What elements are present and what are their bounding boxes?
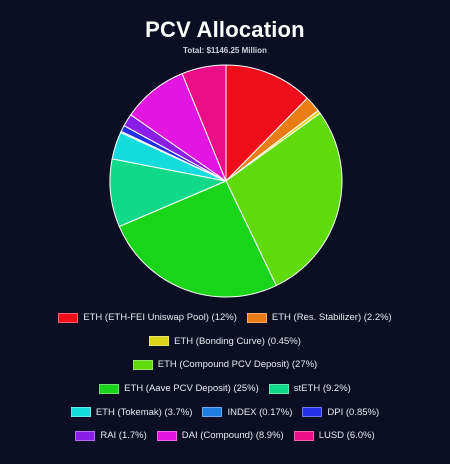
legend-row: ETH (ETH-FEI Uniswap Pool) (12%) ETH (Res… xyxy=(0,306,450,330)
legend-swatch xyxy=(70,407,91,418)
chart-legend: ETH (ETH-FEI Uniswap Pool) (12%) ETH (Res… xyxy=(0,306,450,448)
chart-subtitle: Total: $1146.25 Million xyxy=(183,46,267,55)
legend-label: INDEX (0.17%) xyxy=(227,406,293,418)
legend-swatch xyxy=(246,312,267,323)
legend-swatch xyxy=(75,430,96,441)
legend-label: ETH (Compound PCV Deposit) (27%) xyxy=(157,359,318,371)
legend-label: DPI (0.85%) xyxy=(327,406,380,418)
legend-label: ETH (Tokemak) (3.7%) xyxy=(95,406,193,418)
legend-row: ETH (Bonding Curve) (0.45%) xyxy=(0,330,450,354)
legend-item[interactable]: ETH (ETH-FEI Uniswap Pool) (12%) xyxy=(58,312,237,323)
legend-item[interactable]: RAI (1.7%) xyxy=(75,430,147,442)
legend-item[interactable]: ETH (Bonding Curve) (0.45%) xyxy=(149,336,301,347)
legend-swatch xyxy=(132,359,153,370)
legend-row: ETH (Compound PCV Deposit) (27%) xyxy=(0,353,450,377)
legend-swatch xyxy=(99,383,120,394)
legend-label: ETH (Bonding Curve) (0.45%) xyxy=(174,335,301,347)
chart-title: PCV Allocation xyxy=(145,17,305,42)
legend-swatch xyxy=(149,336,170,347)
legend-item[interactable]: INDEX (0.17%) xyxy=(202,407,292,418)
legend-swatch xyxy=(58,312,79,323)
legend-swatch xyxy=(268,383,289,394)
pie-chart xyxy=(109,64,343,298)
pie-slice-0 xyxy=(225,64,308,183)
pie-slice-11 xyxy=(181,64,227,182)
legend-label: DAI (Compound) (8.9%) xyxy=(181,430,284,442)
legend-row: ETH (Aave PCV Deposit) (25%) stETH (9.2%) xyxy=(0,377,450,401)
legend-label: ETH (Aave PCV Deposit) (25%) xyxy=(124,383,259,395)
pie-slice-3 xyxy=(225,112,343,287)
legend-label: RAI (1.7%) xyxy=(100,430,147,442)
legend-swatch xyxy=(302,407,323,418)
legend-item[interactable]: ETH (Compound PCV Deposit) (27%) xyxy=(132,359,318,371)
legend-swatch xyxy=(293,430,314,441)
legend-item[interactable]: ETH (Tokemak) (3.7%) xyxy=(70,406,193,418)
legend-label: ETH (ETH-FEI Uniswap Pool) (12%) xyxy=(83,312,237,324)
legend-swatch xyxy=(156,430,177,441)
legend-item[interactable]: ETH (Res. Stabilizer) (2.2%) xyxy=(246,312,392,324)
legend-swatch xyxy=(202,407,223,418)
legend-item[interactable]: stETH (9.2%) xyxy=(268,383,351,395)
legend-label: LUSD (6.0%) xyxy=(318,430,375,442)
legend-label: ETH (Res. Stabilizer) (2.2%) xyxy=(271,312,392,324)
legend-item[interactable]: DPI (0.85%) xyxy=(302,407,379,418)
legend-label: stETH (9.2%) xyxy=(293,383,351,395)
legend-item[interactable]: LUSD (6.0%) xyxy=(293,430,375,442)
legend-row: RAI (1.7%) DAI (Compound) (8.9%) LUSD (6.0… xyxy=(0,424,450,448)
legend-item[interactable]: DAI (Compound) (8.9%) xyxy=(156,430,284,442)
legend-item[interactable]: ETH (Aave PCV Deposit) (25%) xyxy=(99,383,259,394)
legend-row: ETH (Tokemak) (3.7%) INDEX (0.17%) DPI (0.… xyxy=(0,400,450,424)
